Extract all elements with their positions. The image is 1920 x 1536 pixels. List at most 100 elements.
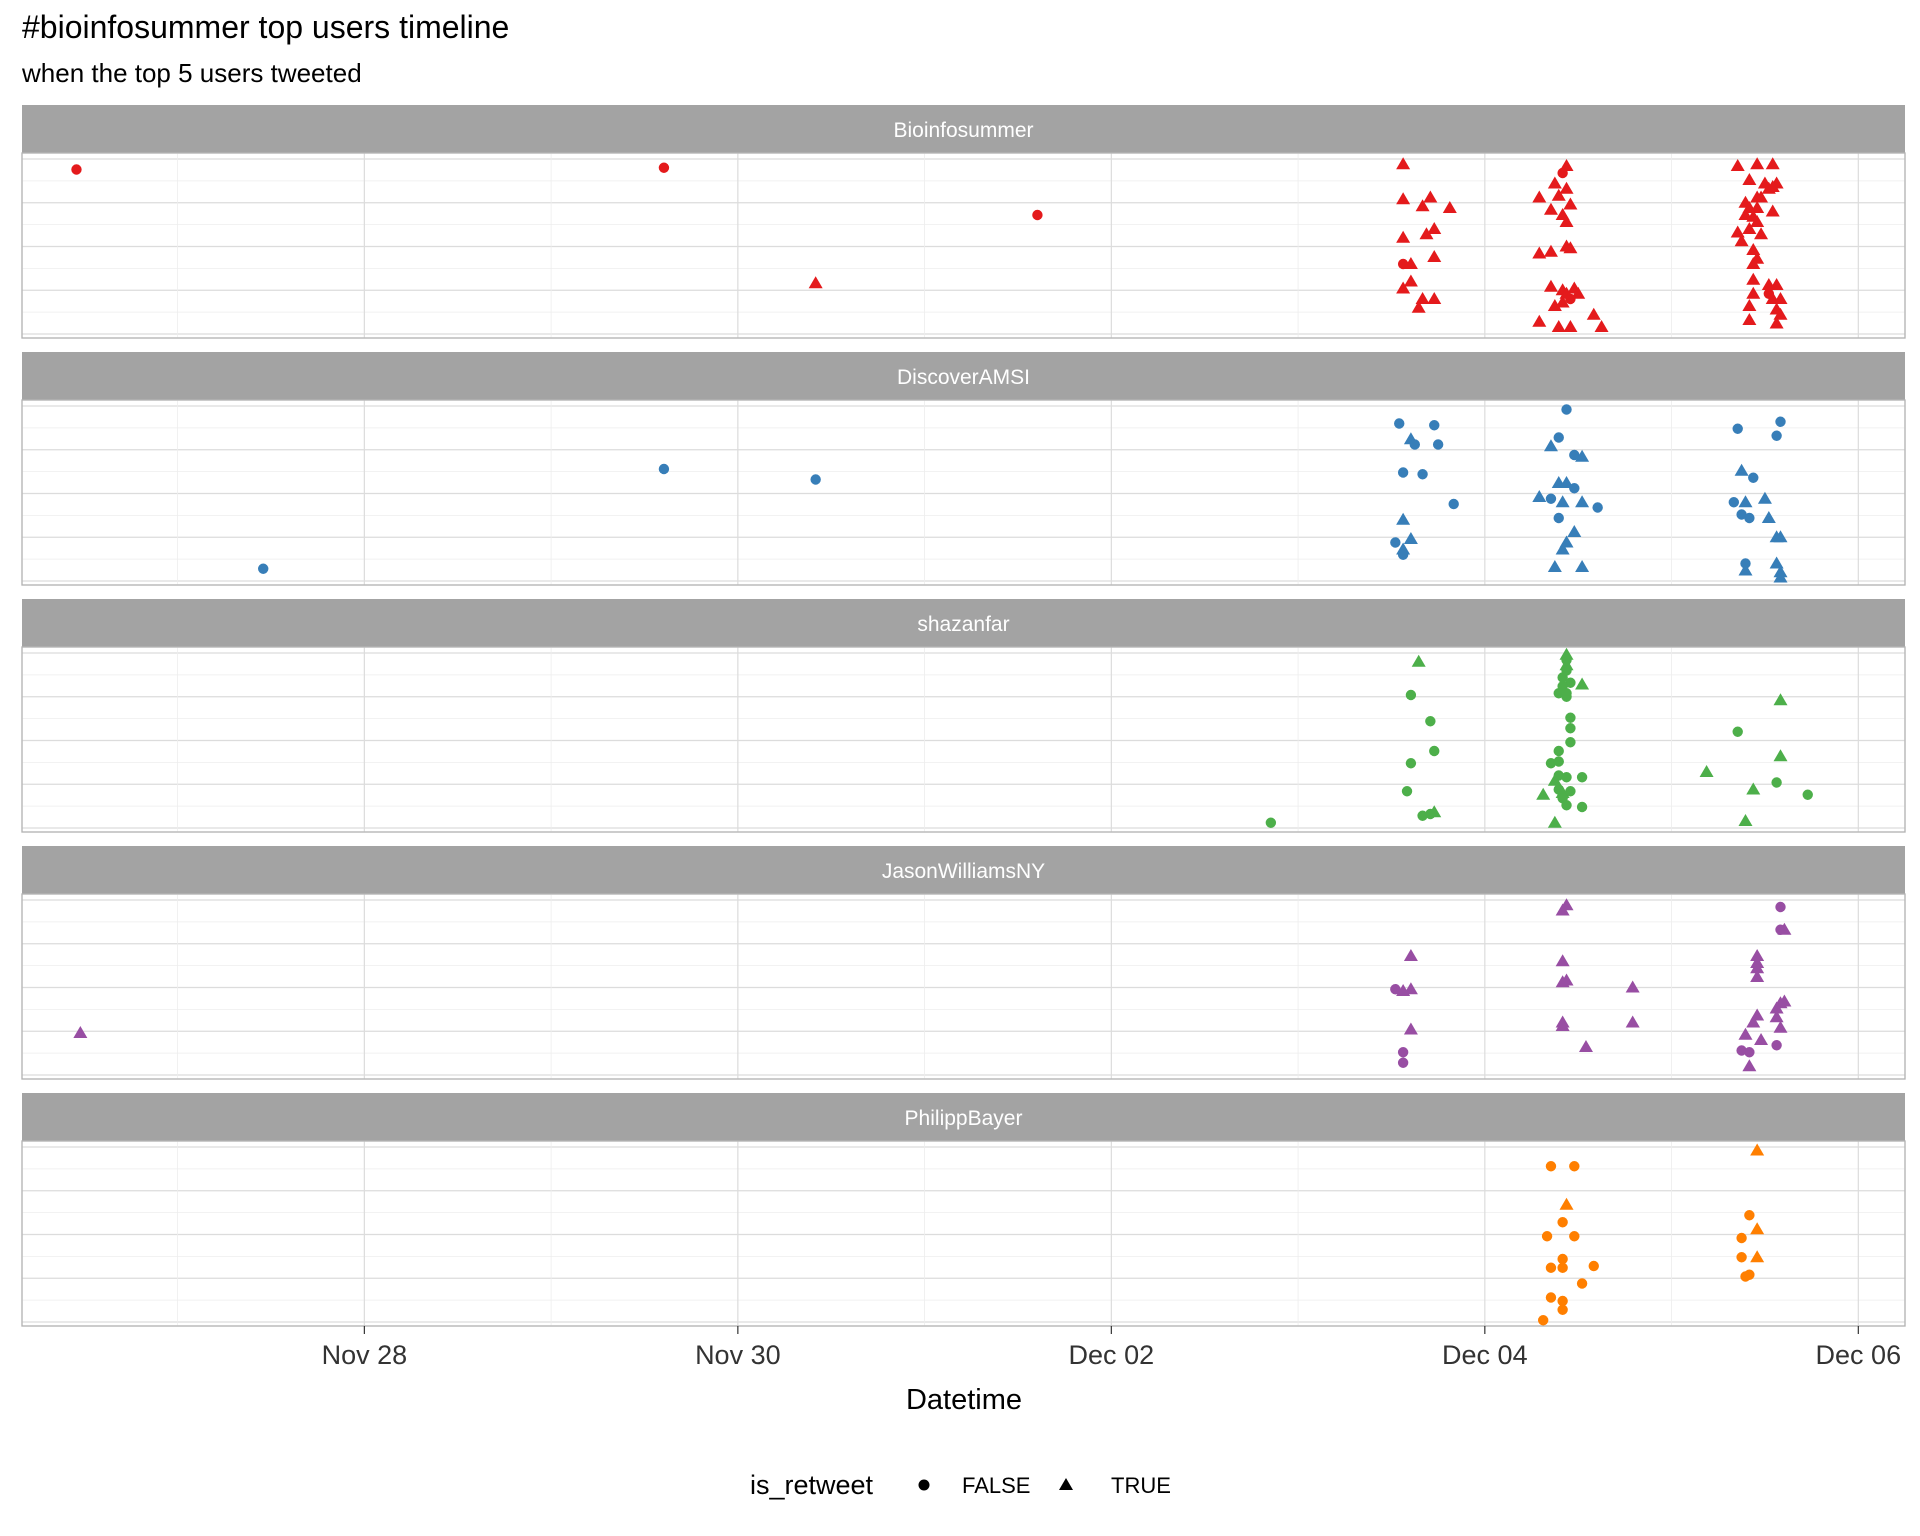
point-retweet	[1750, 949, 1765, 961]
point-retweet	[1754, 1033, 1769, 1045]
point-retweet	[1750, 961, 1765, 974]
point-tweet	[71, 164, 82, 175]
point-tweet	[1576, 801, 1588, 813]
point-retweet	[1750, 201, 1765, 213]
point-retweet	[1734, 234, 1749, 247]
point-retweet	[1746, 782, 1761, 795]
point-retweet	[1742, 313, 1757, 325]
point-tweet	[1576, 1278, 1588, 1289]
panel-border	[21, 152, 1906, 339]
point-tweet	[1588, 1260, 1599, 1272]
point-tweet	[1744, 1047, 1755, 1058]
chart-title: #bioinfosummer top users timeline	[22, 9, 509, 45]
x-tick-label: Nov 28	[322, 1340, 408, 1370]
point-retweet	[1555, 295, 1570, 308]
facet-panel: JasonWilliamsNY	[21, 846, 1906, 1080]
point-retweet	[1777, 994, 1792, 1007]
point-tweet	[1569, 449, 1580, 461]
legend-triangle-icon	[1059, 1478, 1073, 1490]
point-tweet	[1545, 1262, 1557, 1273]
point-retweet	[1578, 1040, 1593, 1052]
point-retweet	[1773, 693, 1788, 706]
point-retweet	[1427, 292, 1442, 304]
point-tweet	[1409, 439, 1420, 450]
legend: is_retweet FALSE TRUE	[750, 1470, 1171, 1500]
point-retweet	[1742, 222, 1757, 234]
point-retweet	[1738, 563, 1753, 576]
point-tweet	[1417, 469, 1428, 480]
point-retweet	[1742, 299, 1757, 311]
point-retweet	[1403, 1022, 1418, 1035]
point-tweet	[1425, 716, 1436, 727]
facet-strip	[22, 846, 1905, 894]
point-retweet	[1625, 980, 1640, 993]
point-tweet	[1390, 984, 1401, 995]
point-retweet	[1442, 201, 1457, 213]
point-tweet	[1744, 512, 1755, 524]
point-retweet	[1773, 292, 1788, 304]
legend-label-false: FALSE	[962, 1473, 1030, 1498]
point-retweet	[1403, 274, 1418, 287]
point-retweet	[1575, 560, 1590, 572]
point-retweet	[1750, 251, 1765, 264]
point-retweet	[1769, 1010, 1784, 1023]
point-retweet	[1750, 157, 1765, 170]
point-tweet	[1557, 672, 1568, 683]
point-retweet	[1547, 815, 1562, 828]
panel-border	[21, 399, 1906, 586]
point-retweet	[1750, 215, 1765, 227]
point-tweet	[1429, 420, 1440, 431]
point-retweet	[1750, 1143, 1765, 1156]
point-retweet	[1543, 244, 1558, 257]
point-retweet	[1559, 215, 1574, 227]
panel-border	[21, 646, 1906, 833]
point-tweet	[1265, 817, 1277, 828]
point-retweet	[1586, 307, 1601, 320]
point-retweet	[1773, 570, 1788, 583]
point-tweet	[1557, 1253, 1568, 1265]
point-retweet	[1730, 159, 1745, 171]
point-retweet	[1551, 320, 1566, 332]
point-tweet	[1561, 772, 1572, 783]
point-tweet	[1545, 1161, 1557, 1172]
facet-strip-label: Bioinfosummer	[893, 119, 1033, 142]
point-retweet	[1551, 188, 1566, 201]
point-tweet	[1397, 467, 1409, 478]
point-tweet	[1537, 1315, 1549, 1326]
point-retweet	[1757, 491, 1772, 504]
panel-plot-area	[21, 1140, 1906, 1327]
point-retweet	[1532, 314, 1547, 327]
point-retweet	[1734, 463, 1749, 476]
point-tweet	[1736, 1252, 1747, 1263]
legend-label-true: TRUE	[1111, 1473, 1171, 1498]
point-retweet	[1750, 1250, 1765, 1263]
point-retweet	[1730, 225, 1745, 238]
point-tweet	[1557, 1262, 1568, 1273]
point-retweet	[1396, 157, 1411, 170]
point-tweet	[1561, 800, 1572, 811]
point-tweet	[1569, 483, 1580, 494]
panel-border	[21, 893, 1906, 1080]
point-retweet	[1746, 272, 1761, 285]
panel-plot-area	[21, 152, 1906, 339]
point-retweet	[1403, 257, 1418, 269]
point-retweet	[1773, 307, 1788, 320]
legend-circle-icon	[918, 1479, 930, 1491]
x-tick-label: Dec 04	[1442, 1340, 1528, 1370]
point-retweet	[1746, 286, 1761, 299]
point-tweet	[1569, 1231, 1580, 1242]
point-tweet	[1557, 1304, 1568, 1315]
point-retweet	[1543, 439, 1558, 452]
point-tweet	[1565, 737, 1576, 748]
point-retweet	[1423, 190, 1438, 203]
point-tweet	[1736, 509, 1747, 520]
point-tweet	[1553, 688, 1564, 699]
facet-strip-label: PhilippBayer	[905, 1107, 1023, 1130]
point-tweet	[1569, 1161, 1580, 1172]
point-retweet	[1559, 181, 1574, 194]
point-tweet	[1771, 1040, 1782, 1051]
point-retweet	[1769, 278, 1784, 290]
facet-strip-label: shazanfar	[917, 613, 1009, 636]
point-tweet	[1553, 512, 1564, 524]
